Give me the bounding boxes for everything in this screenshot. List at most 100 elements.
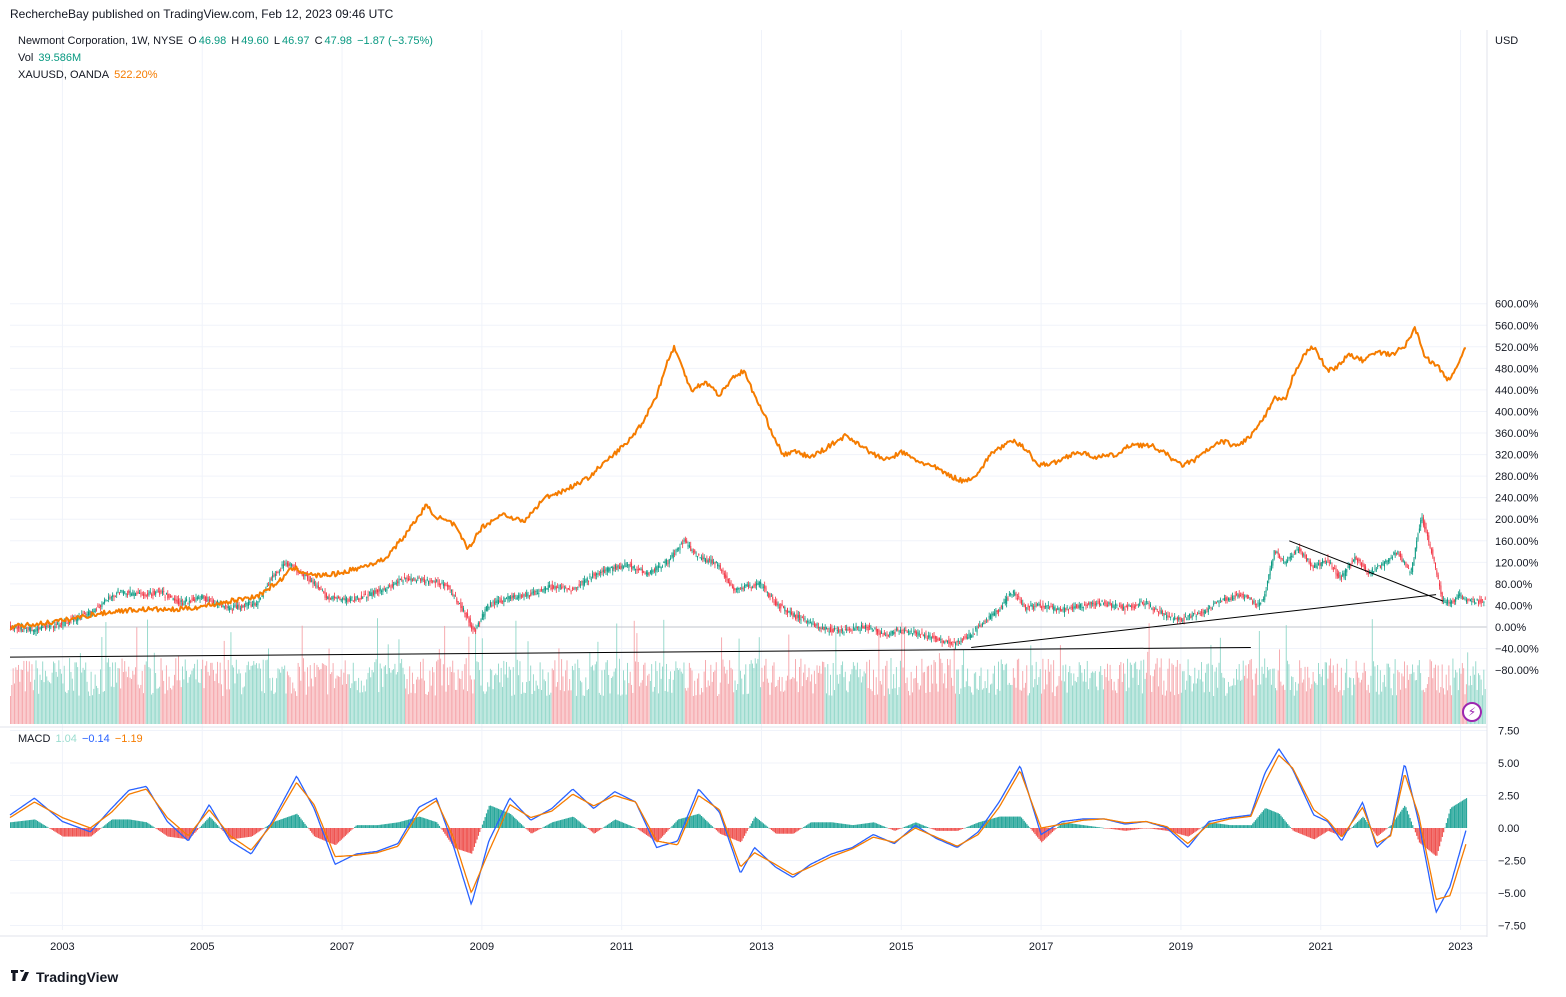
macd-histogram-bar [476, 828, 478, 840]
candle-body [1248, 596, 1250, 598]
macd-histogram-bar [887, 828, 890, 829]
macd-histogram-bar [204, 821, 207, 828]
macd-histogram-bar [828, 822, 830, 828]
candle-body [965, 636, 967, 638]
macd-histogram-bar [96, 828, 98, 832]
macd-histogram-bar [1279, 814, 1281, 828]
candle-body [1077, 605, 1079, 608]
macd-histogram-bar [338, 828, 340, 843]
macd-histogram-bar [996, 817, 998, 828]
macd-label[interactable]: MACD [18, 733, 51, 745]
macd-legend[interactable]: MACD 1.04 −0.14 −1.19 [18, 733, 145, 745]
candle-body [1257, 602, 1259, 604]
volume-bar [1484, 688, 1486, 724]
candle-body [742, 587, 744, 590]
symbol-name[interactable]: Newmont Corporation, 1W, NYSE [18, 35, 184, 47]
macd-histogram-bar [67, 828, 70, 837]
volume-bar [653, 686, 655, 724]
candle-body [194, 599, 196, 602]
candle-body [1425, 526, 1427, 533]
volume-bar [1292, 677, 1294, 724]
candle-body [649, 570, 651, 573]
candle-body [1033, 606, 1035, 610]
volume-bar [921, 658, 923, 724]
candle-body [362, 596, 364, 599]
volume-bar [1264, 658, 1266, 724]
macd-histogram-bar [311, 828, 313, 833]
compare-symbol[interactable]: XAUUSD, OANDA [18, 69, 110, 81]
macd-histogram-bar [589, 828, 591, 831]
candle-body [860, 625, 862, 628]
macd-histogram-bar [863, 823, 865, 828]
candle-body [278, 571, 280, 573]
macd-histogram-bar [383, 824, 385, 828]
macd-histogram-bar [1397, 815, 1399, 828]
macd-histogram-bar [869, 822, 871, 828]
candle-body [1109, 602, 1111, 606]
volume-bar [929, 692, 931, 724]
lightning-icon[interactable]: ⚡ [1462, 702, 1482, 722]
candle-body [401, 578, 403, 581]
volume-bar [1369, 692, 1371, 724]
candle-body [1464, 599, 1466, 601]
candle-body [906, 631, 908, 633]
macd-histogram-bar [984, 820, 986, 828]
volume-bar [32, 690, 34, 724]
macd-histogram-bar [488, 805, 490, 828]
candle-body [237, 604, 239, 610]
candle-body [1275, 551, 1277, 553]
macd-histogram-bar [167, 828, 169, 837]
macd-histogram-bar [217, 825, 219, 828]
candle-body [1245, 595, 1247, 597]
macd-histogram-bar [1262, 810, 1265, 828]
volume-bar [844, 671, 846, 724]
candle-body [1326, 561, 1328, 563]
compare-legend[interactable]: XAUUSD, OANDA 522.20% [18, 69, 160, 81]
candle-body [346, 597, 348, 602]
macd-histogram-bar [1231, 825, 1234, 828]
macd-histogram-bar [480, 828, 482, 829]
macd-histogram-bar [945, 828, 947, 831]
volume-bar [139, 688, 140, 724]
tradingview-footer[interactable]: TradingView [10, 969, 118, 985]
macd-histogram-bar [514, 817, 516, 828]
candle-body [761, 584, 763, 586]
macd-histogram-bar [1327, 828, 1329, 832]
macd-histogram-bar [90, 828, 92, 837]
macd-histogram-bar [1385, 828, 1387, 830]
volume-bar [59, 669, 61, 724]
candle-body [838, 628, 840, 633]
volume-bar [1119, 665, 1120, 724]
volume-bar [1124, 673, 1126, 724]
volume-bar [1188, 675, 1190, 724]
macd-histogram-bar [1359, 819, 1361, 828]
volume-bar [1061, 680, 1063, 724]
volume-bar [340, 669, 342, 724]
candle-body [16, 627, 18, 630]
candle-body [1465, 599, 1467, 602]
candle-body [1455, 597, 1457, 602]
volume-bar [645, 685, 647, 724]
symbol-legend[interactable]: Newmont Corporation, 1W, NYSE O 46.98 H 49… [18, 35, 437, 47]
trendline-rising-support [971, 594, 1437, 648]
volume-bar [98, 694, 100, 724]
macd-histogram-bar [1318, 828, 1320, 837]
chart-area[interactable]: USD600.00%560.00%520.00%480.00%440.00%40… [0, 30, 1566, 967]
macd-histogram-bar [1108, 828, 1110, 829]
macd-histogram-bar [1113, 828, 1115, 830]
candle-body [1367, 572, 1369, 575]
volume-bar [657, 693, 659, 724]
candle-body [1199, 613, 1201, 615]
volume-bar [1377, 665, 1379, 724]
volume-label[interactable]: Vol [18, 52, 34, 64]
macd-histogram-bar [739, 828, 742, 843]
candle-body [561, 586, 563, 589]
volume-bar [660, 678, 662, 724]
volume-bar [87, 691, 89, 724]
volume-bar [20, 669, 22, 724]
macd-histogram-bar [281, 818, 283, 828]
volume-legend[interactable]: Vol 39.586M [18, 52, 83, 64]
volume-bar [192, 668, 194, 724]
candle-body [1214, 602, 1216, 604]
candle-body [1299, 546, 1301, 552]
